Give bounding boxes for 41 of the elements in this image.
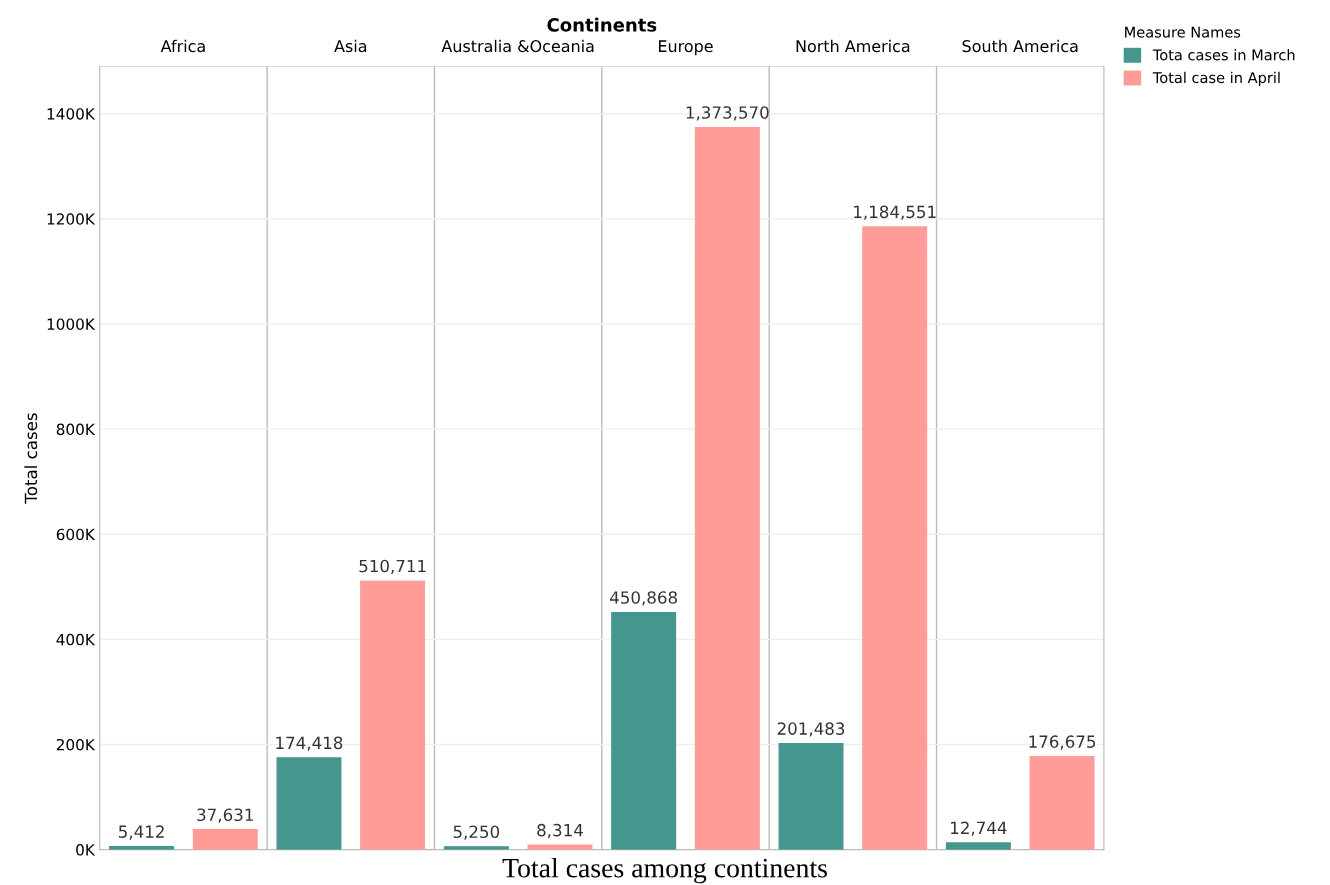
bar xyxy=(611,611,677,850)
data-label: 510,711 xyxy=(359,559,426,575)
bar xyxy=(694,126,760,850)
data-label: 5,250 xyxy=(453,825,500,840)
data-label: 201,483 xyxy=(777,722,845,737)
bar xyxy=(276,757,342,850)
bar xyxy=(1029,756,1095,850)
data-label: 174,418 xyxy=(276,736,343,751)
data-label: 450,868 xyxy=(610,591,677,606)
bar xyxy=(778,742,844,850)
data-label: 1,373,570 xyxy=(686,106,769,121)
y-axis-title: Total cases xyxy=(24,413,38,504)
legend-label: Tota cases in March xyxy=(1152,49,1295,61)
y-tick-label: 600K xyxy=(56,528,96,541)
y-tick-label: 800K xyxy=(56,423,96,436)
data-label: 176,675 xyxy=(1029,735,1096,750)
data-label: 8,314 xyxy=(537,823,583,839)
y-tick-label: 1200K xyxy=(47,213,96,225)
legend-title: Measure Names xyxy=(1125,26,1241,38)
x-tick-label: North America xyxy=(796,39,910,53)
y-tick-label: 1400K xyxy=(47,108,96,120)
legend-label: Total case in April xyxy=(1152,71,1280,86)
text: Total cases among continents xyxy=(502,857,827,884)
x-axis-title: Continents xyxy=(547,17,657,32)
data-label: 1,184,551 xyxy=(854,205,936,220)
x-tick-label: South America xyxy=(962,39,1078,53)
y-tick-label: 200K xyxy=(56,738,96,751)
y-tick-label: 0K xyxy=(76,844,96,856)
bar xyxy=(945,842,1011,850)
bar xyxy=(862,226,928,850)
data-label: 5,412 xyxy=(119,825,164,840)
y-tick-label: 400K xyxy=(56,633,96,646)
x-tick-label: Europe xyxy=(658,40,713,56)
data-label: 37,631 xyxy=(197,808,253,823)
x-tick-label: Australia &Oceania xyxy=(441,39,594,53)
y-tick-label: 1000K xyxy=(47,318,96,330)
bar xyxy=(192,829,258,850)
x-tick-label: Asia xyxy=(334,39,367,53)
x-tick-label: Africa xyxy=(160,39,205,53)
data-label: 12,744 xyxy=(951,821,1007,836)
bar xyxy=(360,580,426,850)
